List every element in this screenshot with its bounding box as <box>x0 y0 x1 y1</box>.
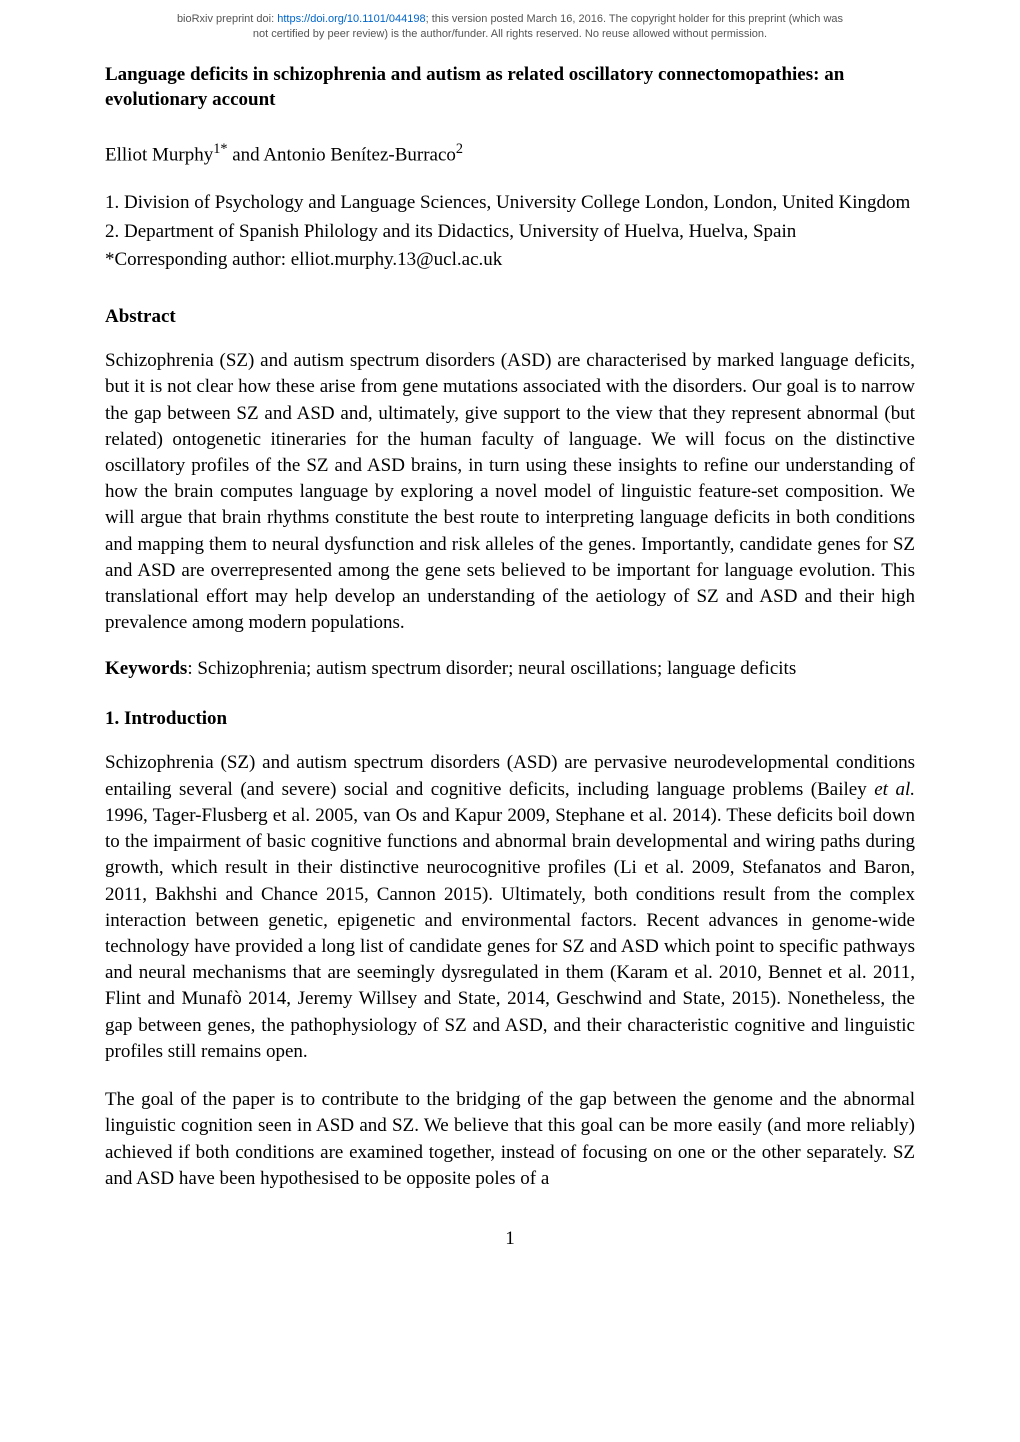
keywords-body: : Schizophrenia; autism spectrum disorde… <box>187 658 796 679</box>
author-1-sup: 1* <box>213 141 227 157</box>
preprint-line2: not certified by peer review) is the aut… <box>253 28 767 40</box>
affiliation-1: 1. Division of Psychology and Language S… <box>105 190 915 217</box>
doi-link[interactable]: https://doi.org/10.1101/044198 <box>277 13 425 25</box>
author-2: and Antonio Benítez-Burraco <box>227 144 455 165</box>
affiliation-2: 2. Department of Spanish Philology and i… <box>105 219 915 246</box>
affiliations-block: 1. Division of Psychology and Language S… <box>105 190 915 274</box>
authors-line: Elliot Murphy1* and Antonio Benítez-Burr… <box>105 141 915 166</box>
intro-p1-a: Schizophrenia (SZ) and autism spectrum d… <box>105 752 915 799</box>
intro-p1-italic: et al. <box>874 779 915 800</box>
keywords-line: Keywords: Schizophrenia; autism spectrum… <box>105 658 915 680</box>
author-2-sup: 2 <box>456 141 463 157</box>
page-container: bioRxiv preprint doi: https://doi.org/10… <box>0 0 1020 1310</box>
keywords-label: Keywords <box>105 658 187 679</box>
corresponding-author: *Corresponding author: elliot.murphy.13@… <box>105 247 915 274</box>
intro-paragraph-1: Schizophrenia (SZ) and autism spectrum d… <box>105 750 915 1065</box>
abstract-heading: Abstract <box>105 306 915 328</box>
preprint-line1-prefix: bioRxiv preprint doi: <box>177 13 277 25</box>
preprint-header: bioRxiv preprint doi: https://doi.org/10… <box>105 0 915 62</box>
intro-p1-b: 1996, Tager-Flusberg et al. 2005, van Os… <box>105 805 915 1062</box>
abstract-body: Schizophrenia (SZ) and autism spectrum d… <box>105 348 915 636</box>
introduction-heading: 1. Introduction <box>105 708 915 730</box>
paper-title: Language deficits in schizophrenia and a… <box>105 62 915 113</box>
intro-paragraph-2: The goal of the paper is to contribute t… <box>105 1087 915 1192</box>
author-1: Elliot Murphy <box>105 144 213 165</box>
page-number: 1 <box>105 1228 915 1250</box>
preprint-line1-suffix: ; this version posted March 16, 2016. Th… <box>426 13 843 25</box>
